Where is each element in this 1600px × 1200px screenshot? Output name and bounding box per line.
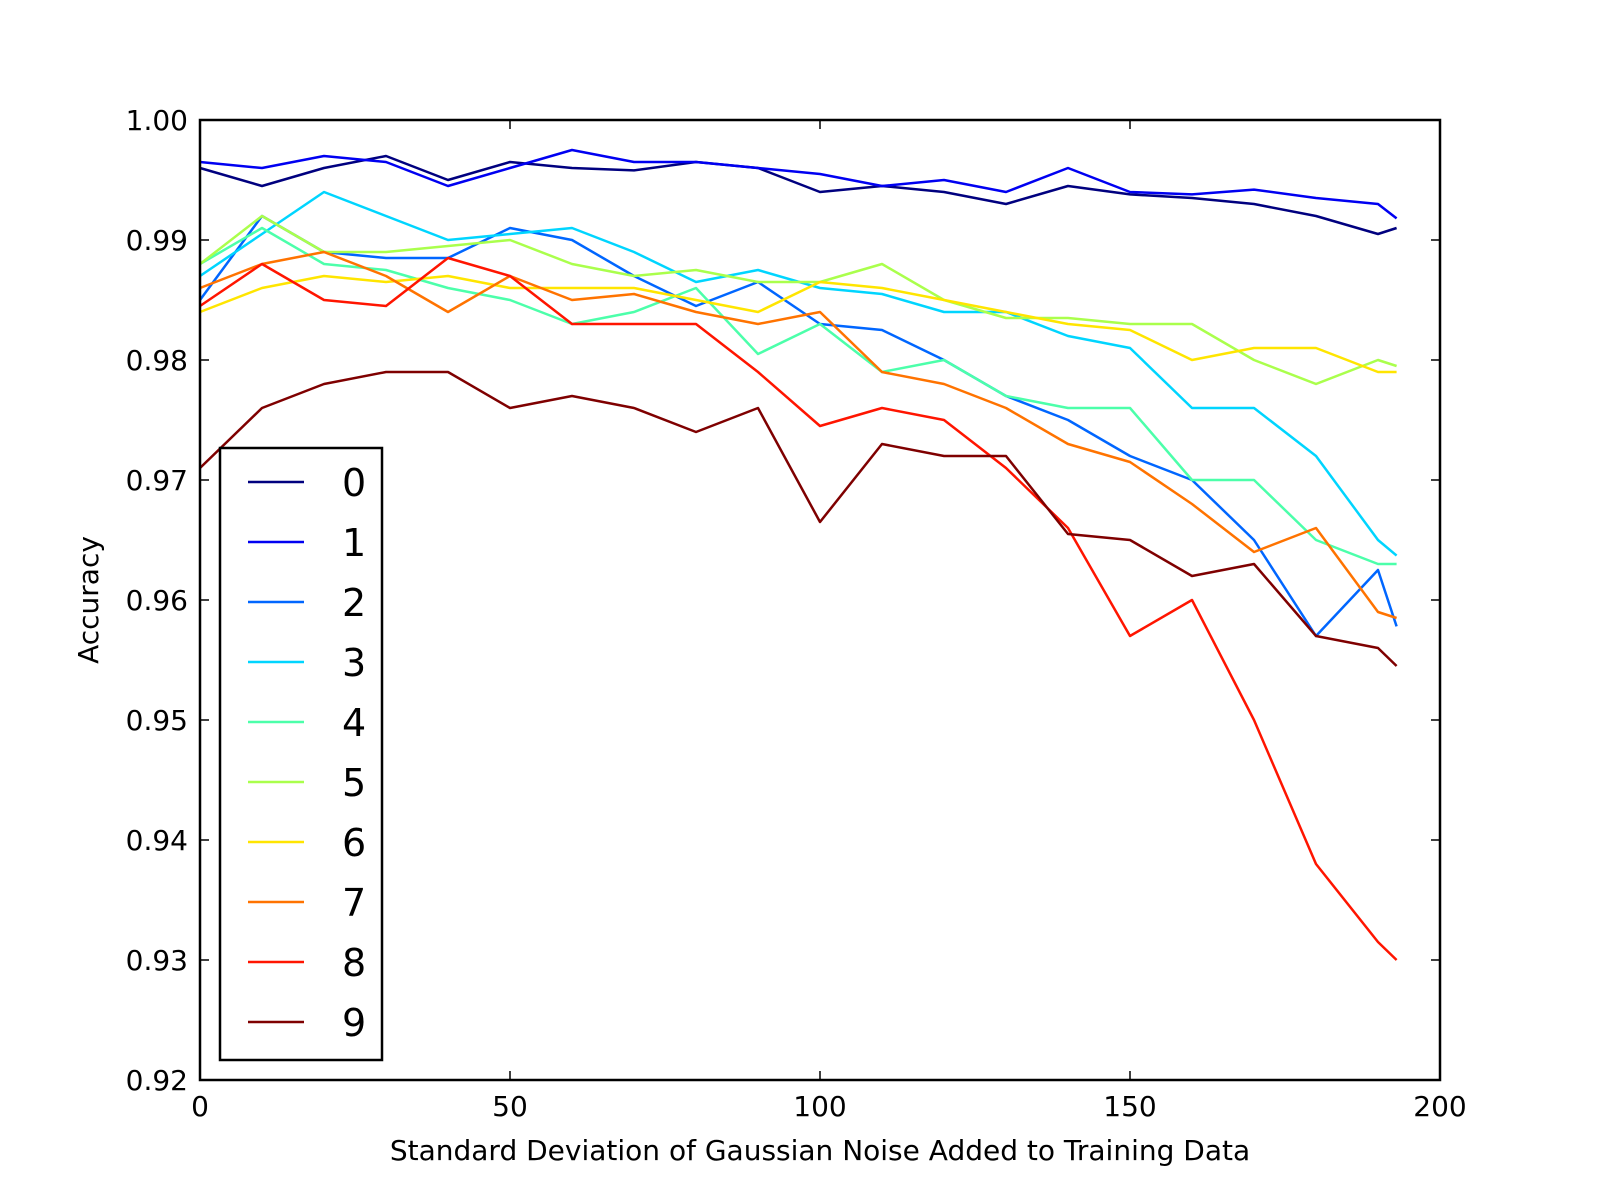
y-tick-label: 0.93 (126, 944, 188, 977)
x-tick-label: 150 (1103, 1090, 1156, 1123)
x-tick-label: 50 (492, 1090, 528, 1123)
legend-label-7: 7 (342, 881, 366, 925)
x-tick-label: 100 (793, 1090, 846, 1123)
y-tick-label: 0.92 (126, 1064, 188, 1097)
y-axis-label: Accuracy (72, 536, 105, 664)
y-tick-label: 0.99 (126, 224, 188, 257)
legend-label-9: 9 (342, 1001, 366, 1045)
axis-ticks: 0 50 100 150 2000.920.930.940.950.960.970.98… (126, 104, 1467, 1123)
y-tick-label: 1.00 (126, 104, 188, 137)
legend-box (218, 446, 384, 1062)
series-line-8 (199, 256, 1398, 961)
x-axis-label: Standard Deviation of Gaussian Noise Add… (390, 1134, 1250, 1167)
legend-label-4: 4 (342, 701, 366, 745)
legend-label-5: 5 (342, 761, 366, 805)
y-tick-label: 0.97 (126, 464, 188, 497)
legend-label-6: 6 (342, 821, 366, 865)
y-tick-label: 0.94 (126, 824, 188, 857)
series-line-4 (199, 226, 1397, 566)
series-line-3 (199, 190, 1398, 557)
y-tick-label: 0.96 (126, 584, 188, 617)
x-tick-label: 0 (191, 1090, 209, 1123)
legend-label-3: 3 (342, 641, 366, 685)
legend-label-8: 8 (342, 941, 366, 985)
series-lines (198, 148, 1398, 961)
series-line-6 (199, 274, 1397, 374)
legend: 0 1 2 3 4 5 6 7 8 9 (218, 446, 384, 1062)
series-line-9 (199, 370, 1398, 667)
series-line-0 (199, 154, 1397, 236)
series-line-1 (199, 148, 1398, 220)
legend-label-1: 1 (342, 521, 366, 565)
legend-label-0: 0 (342, 461, 366, 505)
y-tick-label: 0.98 (126, 344, 188, 377)
y-tick-label: 0.95 (126, 704, 188, 737)
series-line-7 (199, 250, 1397, 620)
x-tick-label: 200 (1413, 1090, 1466, 1123)
legend-label-2: 2 (342, 581, 366, 625)
